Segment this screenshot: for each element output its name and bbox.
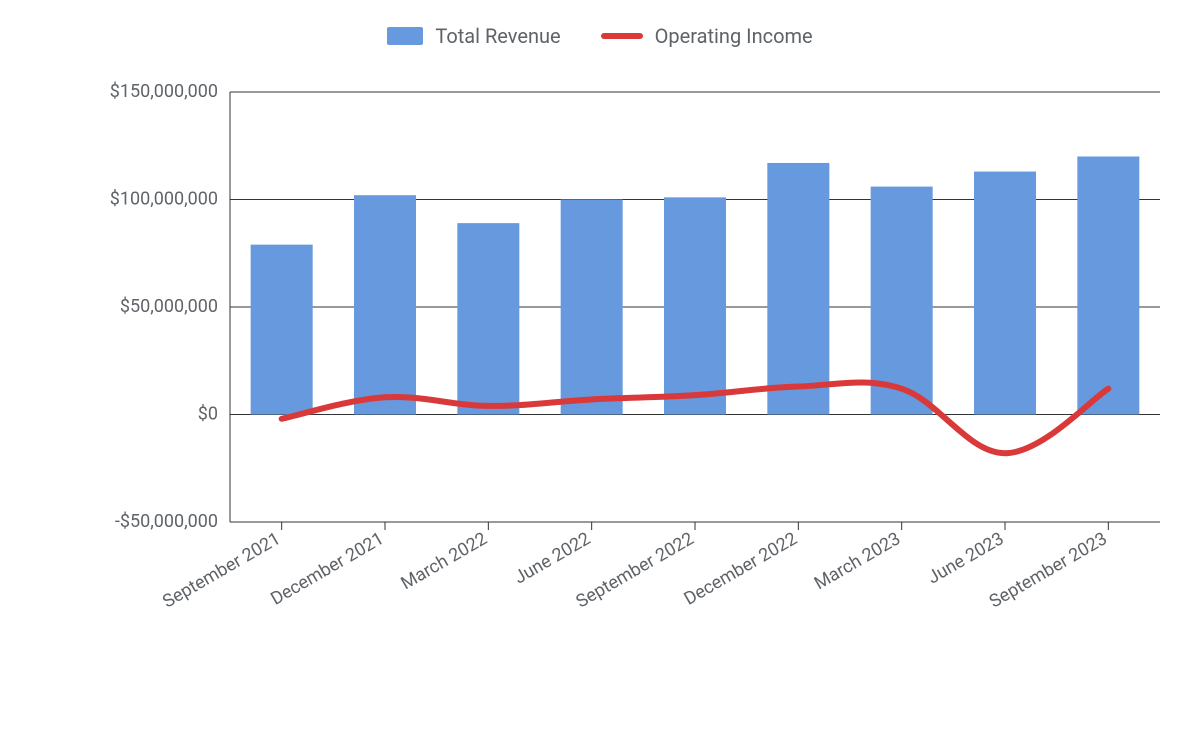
bar xyxy=(664,197,726,414)
bar xyxy=(974,172,1036,415)
y-tick-label: -$50,000,000 xyxy=(115,511,218,532)
bar xyxy=(767,163,829,415)
legend-swatch-bar-icon xyxy=(387,27,423,45)
x-tick-label: December 2022 xyxy=(681,528,801,610)
legend-swatch-line-icon xyxy=(601,33,643,39)
legend-item-operating-income: Operating Income xyxy=(601,24,813,48)
bar xyxy=(457,223,519,414)
x-tick-label: September 2023 xyxy=(986,528,1111,612)
chart-stage: Total Revenue Operating Income -$50,000,… xyxy=(0,0,1200,741)
y-tick-label: $50,000,000 xyxy=(120,296,218,317)
legend: Total Revenue Operating Income xyxy=(0,24,1200,48)
bar xyxy=(354,195,416,414)
y-tick-label: $150,000,000 xyxy=(110,81,218,102)
bar xyxy=(251,245,313,415)
x-tick-label: June 2023 xyxy=(924,528,1007,588)
bar xyxy=(1077,157,1139,415)
x-tick-label: March 2023 xyxy=(811,528,904,594)
legend-label-total-revenue: Total Revenue xyxy=(435,24,560,48)
x-tick-label: December 2021 xyxy=(267,528,387,610)
x-tick-label: March 2022 xyxy=(397,528,490,594)
y-tick-label: $100,000,000 xyxy=(110,188,218,209)
x-tick-label: June 2022 xyxy=(511,528,594,588)
legend-item-total-revenue: Total Revenue xyxy=(387,24,560,48)
chart-svg: -$50,000,000 $0 $50,000,000 $100,000,000 $15… xyxy=(0,0,1200,741)
y-tick-label: $0 xyxy=(198,403,218,424)
bar xyxy=(871,187,933,415)
x-tick-label: September 2021 xyxy=(159,528,284,612)
legend-label-operating-income: Operating Income xyxy=(655,24,813,48)
bar xyxy=(561,200,623,415)
x-tick-label: September 2022 xyxy=(572,528,697,612)
